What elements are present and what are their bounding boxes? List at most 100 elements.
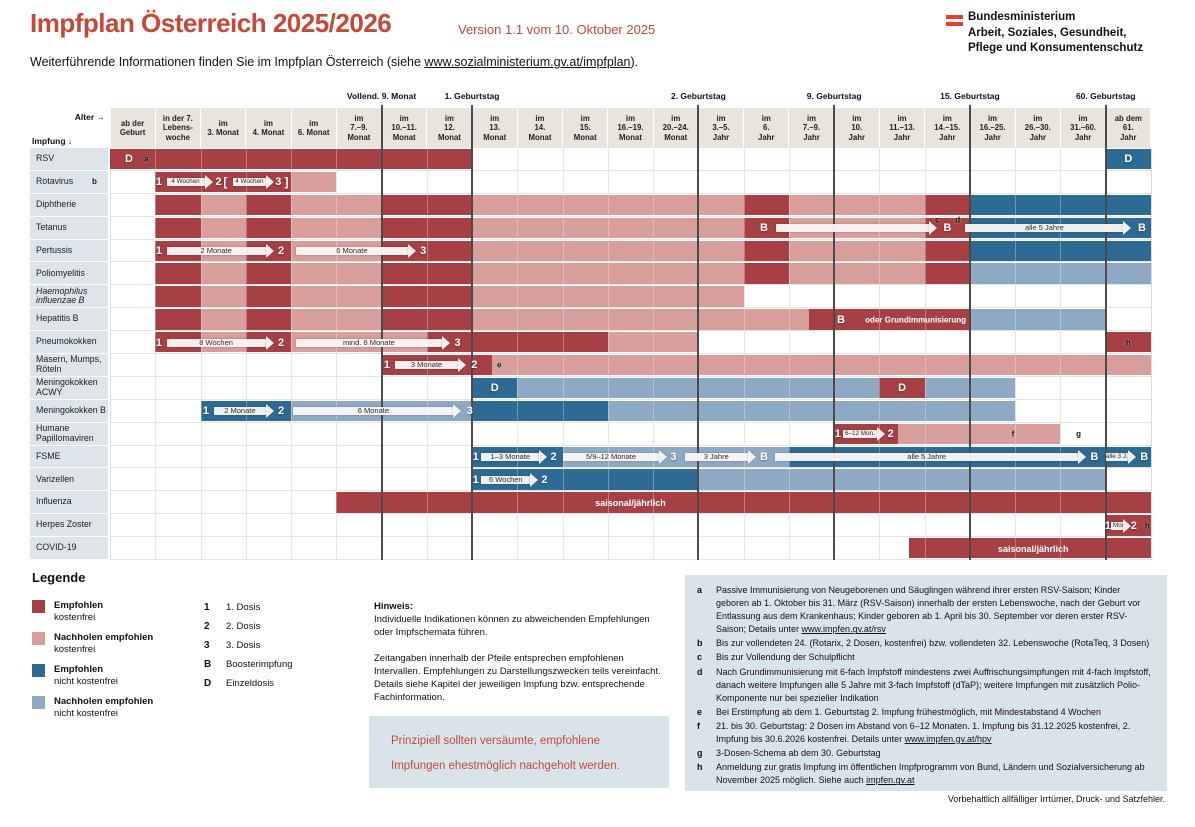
row-label-fsme: FSME	[30, 445, 108, 468]
schedule-span	[743, 263, 789, 284]
arrow-head-icon	[204, 175, 213, 190]
schedule-span	[472, 263, 744, 284]
legend-item-text: Empfohlen nicht kostenfrei	[54, 664, 118, 688]
schedule-span	[155, 286, 201, 307]
milestone-label: 60. Geburtstag	[1075, 91, 1136, 101]
legend-symbol-text: 2. Dosis	[226, 621, 261, 632]
row-label-herpes: Herpes Zoster	[30, 514, 108, 537]
band-label: saisonal/jährlich	[998, 543, 1069, 554]
column-separator	[200, 148, 202, 560]
schedule-span	[472, 469, 699, 490]
footnote-link[interactable]: impfen.gv.at	[866, 775, 915, 786]
arrow-bar: 5/9–12 Monate	[562, 452, 660, 461]
footnote-text: Anmeldung zur gratis Impfung im öffentli…	[716, 761, 1155, 787]
band-label: oder Grundimmunisierung	[865, 315, 967, 325]
dose-marker: 1	[155, 244, 162, 257]
ministry-line: Arbeit, Soziales, Gesundheit,	[968, 26, 1127, 39]
dose-marker: 3	[670, 450, 677, 463]
arrow-head-icon	[659, 449, 668, 464]
footnote-text: Bei Erstimpfung ab dem 1. Geburtstag 2. …	[716, 706, 1101, 719]
interval-arrow: 6–12 Mon.	[843, 427, 885, 442]
vaccine-axis-label: Impfung ↓	[32, 136, 73, 146]
schedule-span	[743, 240, 789, 261]
arrow-bar: 1–3 Monate	[481, 452, 540, 461]
legend-symbol-D: D Einzeldosis	[204, 678, 274, 689]
dose-marker: 2	[887, 428, 894, 441]
schedule-span	[381, 263, 473, 284]
schedule-span	[245, 309, 292, 330]
grid-line-horizontal	[110, 215, 1151, 217]
interval-arrow: 6 Wochen	[481, 472, 539, 487]
schedule-span	[743, 217, 789, 239]
schedule-span	[607, 400, 1016, 422]
hinweis-text-1: Individuelle Indikationen können zu abwe…	[374, 614, 650, 638]
dose-marker: D	[490, 382, 499, 395]
dose-marker: D	[125, 153, 133, 166]
schedule-span	[291, 194, 382, 216]
grid-line-vertical	[562, 148, 564, 560]
column-header: im 3. Monat	[201, 108, 246, 148]
column-separator	[245, 148, 247, 560]
arrow-bar	[776, 224, 929, 233]
footnote-text: Nach Grundimmunisierung mit 6-fach Impfs…	[716, 666, 1155, 705]
column-separator	[788, 148, 790, 560]
schedule-span	[562, 446, 789, 467]
milestone-line	[471, 105, 474, 560]
grid-line-vertical	[245, 148, 247, 560]
footnote-key: f	[697, 720, 700, 731]
schedule-span	[924, 263, 970, 284]
column-header: im 3.–5. Jahr	[698, 108, 744, 148]
arrow-interval-label: 2 Monate	[224, 406, 256, 416]
column-header: im 20.–24. Monat	[653, 108, 698, 148]
footnote-link[interactable]: www.impfen.gv.at/rsv	[801, 624, 886, 635]
arrow-bar: 6 Monate	[295, 245, 409, 255]
column-header: ab dem 61. Jahr	[1106, 108, 1151, 148]
schedule-span	[809, 309, 970, 330]
schedule-span	[155, 309, 201, 330]
grid-line-horizontal	[110, 307, 1151, 309]
legend-swatch-icon	[32, 600, 45, 613]
arrow-bar: 3 Monate	[395, 361, 458, 370]
footnote-segment: Anmeldung zur gratis Impfung im öffentli…	[716, 762, 1145, 786]
column-header: im 15. Monat	[563, 108, 608, 148]
impfplan-link[interactable]: www.sozialministerium.gv.at/impfplan	[424, 55, 631, 69]
footnote-segment: Bis zur vollendeten 24. (Rotarix, 2 Dose…	[716, 638, 1150, 649]
schedule-span	[788, 240, 925, 261]
row-label-covid-19: COVID-19	[30, 537, 108, 559]
footnote-key: b	[697, 638, 703, 649]
arrow-bar: 6 Wochen	[481, 475, 531, 484]
interval-arrow: 3 Monate	[395, 358, 466, 373]
legend-item-line1: Empfohlen	[54, 600, 104, 611]
austria-flag-icon	[946, 15, 963, 27]
milestone-line	[833, 105, 836, 560]
footnote-link[interactable]: www.impfen.gv.at/hpv	[904, 734, 992, 745]
arrow-head-icon	[928, 221, 937, 236]
legend-item-line2: kostenfrei	[54, 644, 96, 655]
arrow-interval-label: 6 Monate	[336, 245, 368, 255]
schedule-span	[472, 286, 744, 307]
legend-symbol-key: D	[204, 678, 212, 689]
interval-arrow: 4 Wochen	[233, 175, 274, 190]
footnote-marker: h	[1144, 521, 1150, 531]
schedule-span	[924, 240, 970, 261]
column-separator	[1015, 148, 1017, 560]
bracket-marker: ]	[284, 175, 289, 190]
row-label-pertussis: Pertussis	[30, 239, 108, 262]
row-label-rotavirus: Rotavirus b	[30, 170, 108, 193]
column-header: im 13. Monat	[472, 108, 517, 148]
bracket-marker: [	[223, 175, 228, 190]
dose-marker: 3	[466, 405, 473, 418]
legend-item-text: Nachholen empfohlen kostenfrei	[54, 632, 153, 656]
legend-title: Legende	[32, 570, 86, 585]
dose-marker: 3	[420, 244, 427, 257]
dose-marker: D	[1124, 153, 1133, 166]
arrow-interval-label: alle 5 Jahre	[1024, 223, 1064, 233]
schedule-span	[200, 217, 246, 239]
grid-line-vertical	[1015, 148, 1017, 560]
footnote-marker: f	[1011, 429, 1015, 439]
footnote-key: d	[697, 666, 703, 677]
arrow-head-icon	[442, 335, 451, 350]
footnote-text: 3-Dosen-Schema ab dem 30. Geburtstag	[716, 747, 881, 760]
row-label-meningokokken: Meningokokken B	[30, 399, 108, 422]
legend-item-line1: Nachholen empfohlen	[54, 632, 154, 643]
